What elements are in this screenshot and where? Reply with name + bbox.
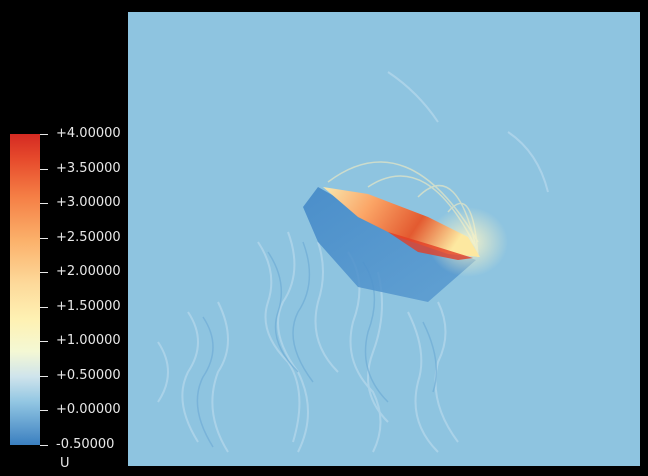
render-viewport[interactable]: [128, 12, 640, 466]
colorbar-tick: [40, 272, 48, 273]
colorbar-tick: [40, 238, 48, 239]
colorbar-tick: [40, 169, 48, 170]
colorbar-tick: [40, 376, 48, 377]
colorbar-tick-label: +4.00000: [56, 126, 121, 141]
velocity-field-render: [128, 12, 640, 466]
colorbar-tick-label: +0.50000: [56, 368, 121, 383]
colorbar-tick-label: +3.00000: [56, 195, 121, 210]
colorbar-tick-label: +1.00000: [56, 333, 121, 348]
colorbar-gradient: [10, 134, 40, 445]
colorbar-tick-label: +2.00000: [56, 264, 121, 279]
colorbar-tick: [40, 307, 48, 308]
colorbar-tick-label: +3.50000: [56, 161, 121, 176]
colorbar-variable-label: U: [60, 456, 70, 471]
colorbar-tick: [40, 410, 48, 411]
colorbar-tick-label: +0.00000: [56, 402, 121, 417]
colorbar-tick: [40, 445, 48, 446]
colorbar-tick-label: -0.50000: [56, 437, 115, 452]
colorbar-tick-label: +2.50000: [56, 230, 121, 245]
colorbar-tick: [40, 341, 48, 342]
colorbar-tick-label: +1.50000: [56, 299, 121, 314]
colorbar-tick: [40, 134, 48, 135]
colorbar-tick: [40, 203, 48, 204]
